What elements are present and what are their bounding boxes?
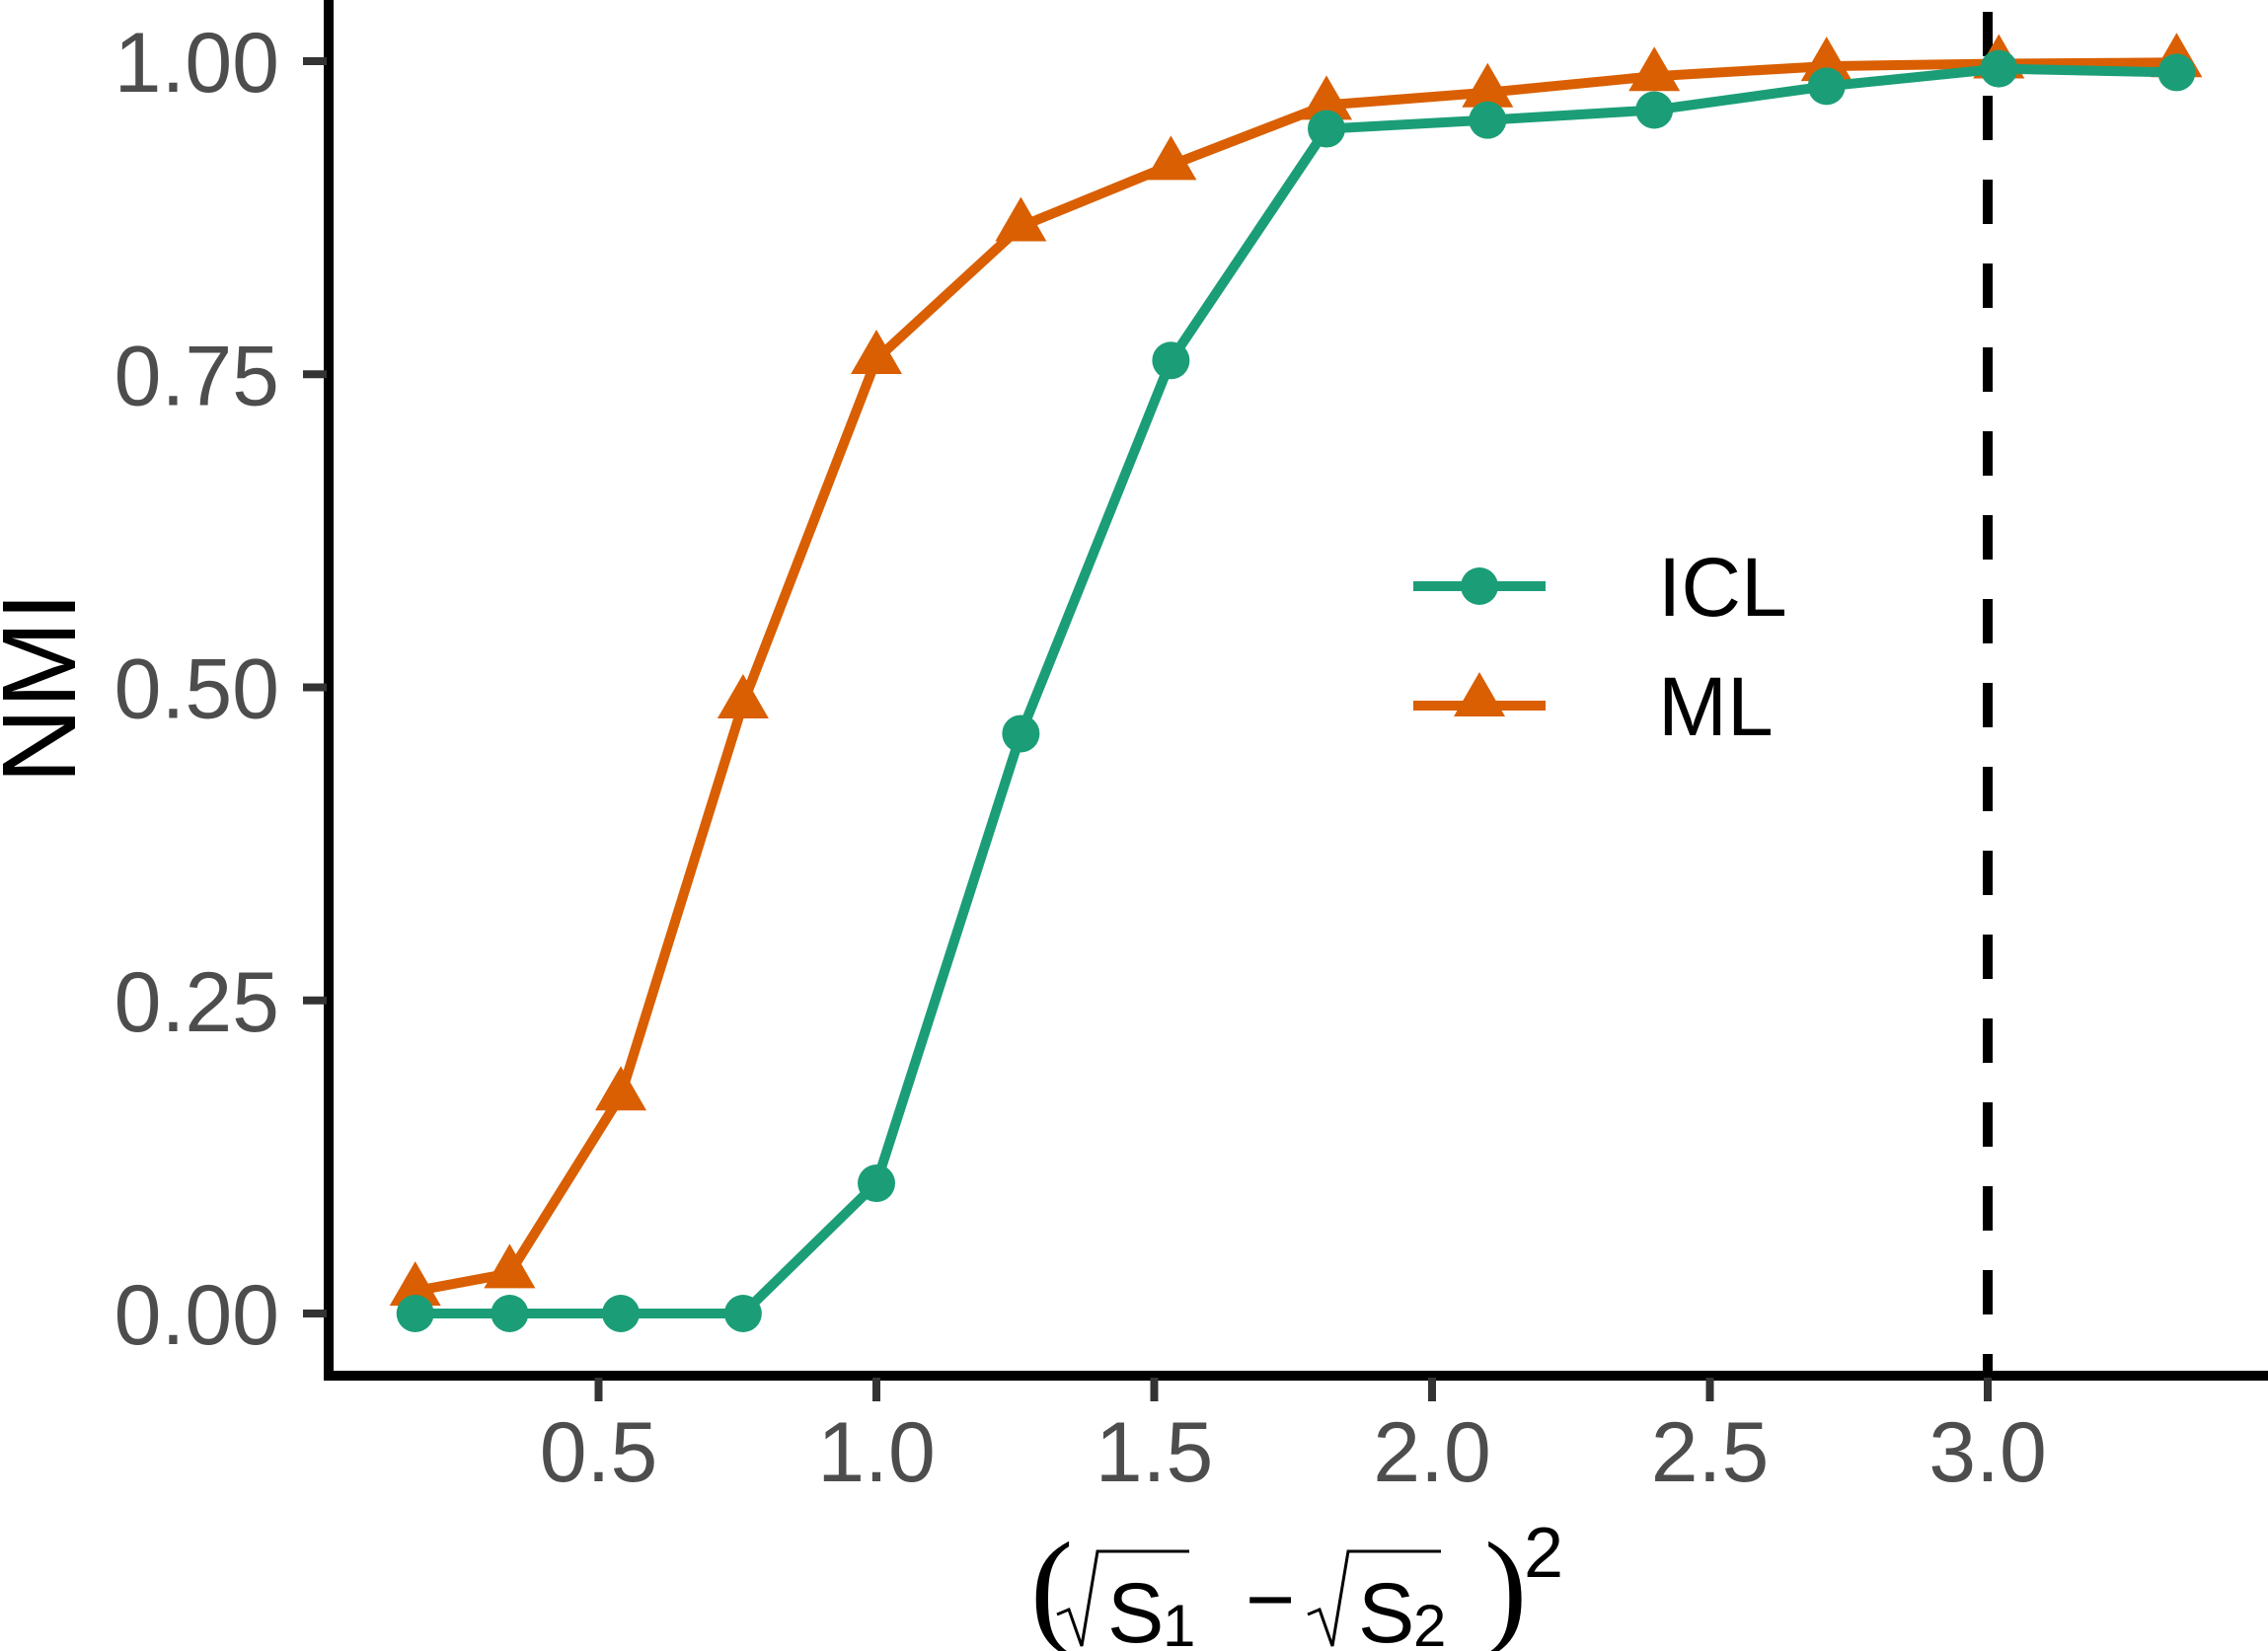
x-tick-label: 2.0 [1373,1405,1491,1500]
data-point-icl [602,1295,641,1332]
legend-label-icl: ICL [1658,541,1787,634]
x-tick-label: 3.0 [1928,1405,2047,1500]
x-title-radical-1 [1056,1549,1189,1647]
legend: ICL ML [1413,541,1787,753]
data-point-ml [1800,37,1852,82]
x-tick-label: 2.5 [1651,1405,1770,1500]
data-point-icl [2157,53,2196,92]
data-point-ml [1628,46,1681,92]
y-tick-label: 0.75 [114,329,279,423]
data-point-ml [595,1066,647,1111]
x-title-s1-letter: S [1107,1566,1164,1651]
y-tick-label: 0.00 [114,1268,279,1363]
data-point-ml [851,330,902,375]
x-tick-label: 1.5 [1096,1405,1214,1500]
data-point-icl [1807,67,1846,106]
legend-marker-triangle [1454,672,1505,716]
data-point-icl [858,1164,895,1203]
legend-item-ml: ML [1413,660,1774,753]
data-point-icl [1308,110,1346,148]
y-axis-title: NMI [0,592,98,784]
legend-item-icl: ICL [1413,541,1787,634]
series-icl [396,49,2196,1332]
y-tick-label: 1.00 [114,16,279,111]
data-point-icl [1469,101,1507,139]
x-tick-label: 1.0 [817,1405,936,1500]
x-title-s1-subscript: 1 [1163,1593,1195,1651]
x-title-close-paren: ) [1484,1517,1527,1651]
x-axis-ticks: 0.5 1.0 1.5 2.0 2.5 3.0 [540,1378,2047,1500]
x-title-s2-subscript: 2 [1413,1593,1446,1651]
data-point-icl [723,1295,762,1332]
data-point-ml [1462,62,1514,108]
legend-marker-circle [1461,567,1498,605]
x-axis-title: ( S 1 − S 2 ) 2 [1030,1514,1563,1651]
data-point-ml [389,1261,441,1307]
data-point-icl [491,1295,529,1332]
data-point-icl [1002,714,1040,753]
data-point-ml [1301,75,1353,120]
data-point-ml [484,1243,536,1289]
x-title-minus: − [1246,1552,1295,1647]
data-point-ml [1145,135,1197,181]
x-tick-label: 0.5 [540,1405,658,1500]
x-title-radical-2 [1307,1549,1441,1647]
y-axis-ticks: 0.00 0.25 0.50 0.75 1.00 [114,16,327,1363]
x-title-s2-letter: S [1358,1566,1414,1651]
data-point-ml [995,196,1047,242]
data-point-icl [1980,49,2018,88]
y-tick-label: 0.50 [114,642,279,737]
x-title-exponent: 2 [1524,1514,1563,1593]
y-tick-label: 0.25 [114,955,279,1050]
data-point-icl [396,1295,434,1332]
legend-label-ml: ML [1658,660,1774,753]
x-title-open-paren: ( [1030,1517,1073,1651]
data-point-icl [1635,91,1674,129]
data-point-icl [1152,341,1190,380]
data-point-ml [717,673,769,718]
series-layer [389,33,2203,1332]
